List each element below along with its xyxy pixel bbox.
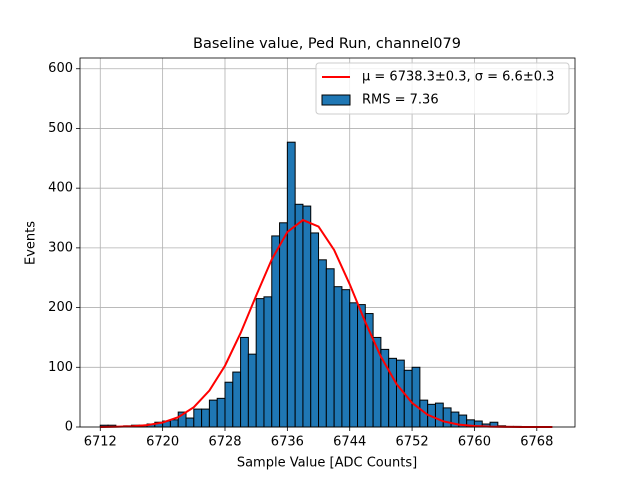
histogram-bar bbox=[333, 286, 343, 428]
histogram-bar bbox=[263, 296, 273, 428]
legend-label: RMS = 7.36 bbox=[362, 93, 439, 108]
histogram-bar bbox=[193, 408, 203, 428]
histogram-bar bbox=[279, 222, 288, 428]
y-tick-label: 600 bbox=[48, 61, 73, 76]
histogram-bar bbox=[255, 298, 265, 428]
histogram-bar bbox=[318, 259, 327, 428]
histogram-bar bbox=[224, 381, 234, 428]
histogram-bar bbox=[388, 357, 397, 428]
y-tick-label: 0 bbox=[65, 420, 73, 435]
y-tick-label: 200 bbox=[48, 300, 73, 315]
histogram-bar bbox=[411, 366, 421, 428]
histogram-bar bbox=[380, 348, 390, 428]
y-tick-label: 100 bbox=[48, 360, 73, 375]
histogram-bar bbox=[372, 336, 382, 428]
histogram-bar bbox=[185, 417, 195, 428]
histogram-bar bbox=[216, 397, 226, 428]
legend-box bbox=[315, 62, 570, 115]
legend-patch bbox=[321, 94, 351, 106]
histogram-bar bbox=[271, 235, 281, 428]
histogram-bar bbox=[169, 419, 179, 428]
histogram-bar bbox=[240, 336, 249, 428]
histogram-bar bbox=[341, 289, 351, 428]
histogram-bar bbox=[294, 203, 304, 428]
histogram-bar bbox=[325, 268, 335, 428]
histogram-bar bbox=[302, 205, 312, 428]
histogram-bar bbox=[232, 371, 242, 428]
x-tick-label: 6728 bbox=[208, 435, 241, 450]
y-tick-label: 300 bbox=[48, 240, 73, 255]
x-axis-label: Sample Value [ADC Counts] bbox=[237, 456, 417, 471]
histogram-bar bbox=[434, 402, 444, 428]
histogram-bar bbox=[247, 353, 257, 428]
histogram-bar bbox=[310, 232, 320, 428]
legend-label: μ = 6738.3±0.3, σ = 6.6±0.3 bbox=[362, 70, 554, 85]
x-tick-label: 6736 bbox=[271, 435, 304, 450]
x-tick-label: 6760 bbox=[458, 435, 491, 450]
x-tick-label: 6744 bbox=[333, 435, 366, 450]
histogram-bar bbox=[442, 407, 452, 428]
histogram-bar bbox=[208, 399, 218, 428]
histogram-bar bbox=[357, 304, 366, 428]
x-tick-label: 6720 bbox=[146, 435, 179, 450]
y-axis-label: Events bbox=[24, 221, 39, 265]
chart-title: Baseline value, Ped Run, channel079 bbox=[193, 36, 461, 52]
y-tick-label: 400 bbox=[48, 181, 73, 196]
histogram-bar bbox=[286, 141, 296, 428]
fit-line bbox=[100, 218, 553, 428]
histogram-bar bbox=[349, 302, 359, 428]
y-tick-label: 500 bbox=[48, 121, 73, 136]
x-tick-label: 6768 bbox=[520, 435, 553, 450]
x-tick-label: 6752 bbox=[396, 435, 429, 450]
axes-frame bbox=[79, 57, 576, 428]
histogram-bar bbox=[201, 408, 210, 428]
x-tick-label: 6712 bbox=[84, 435, 117, 450]
